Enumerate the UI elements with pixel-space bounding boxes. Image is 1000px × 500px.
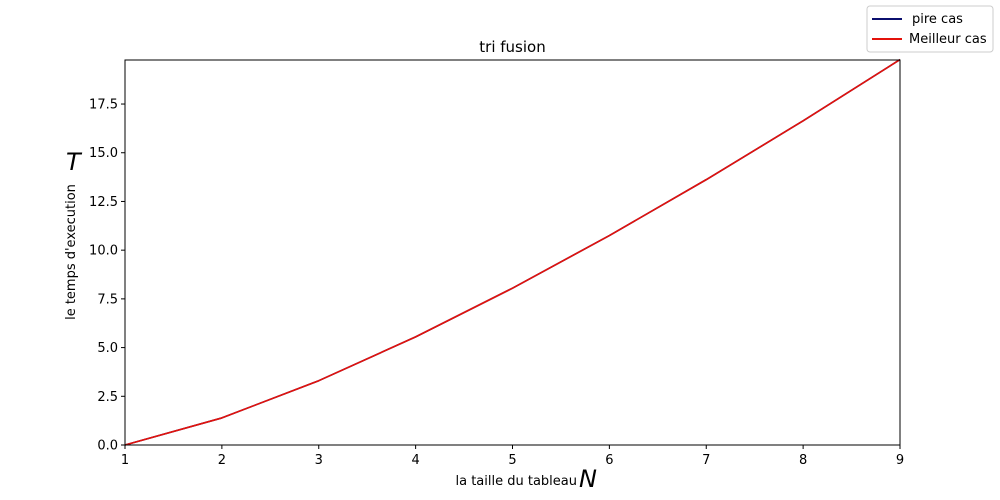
x-tick-label: 3 xyxy=(315,453,323,468)
legend-label-meilleur-cas: Meilleur cas xyxy=(909,32,987,47)
y-axis-ticks: 0.0 2.5 5.0 7.5 10.0 12.5 15.0 17.5 xyxy=(89,98,125,454)
y-tick-label: 15.0 xyxy=(89,146,118,161)
y-axis-label: le temps d'execution xyxy=(64,184,79,320)
series-layer xyxy=(124,58,901,446)
x-tick-label: 4 xyxy=(411,453,419,468)
chart-title: tri fusion xyxy=(479,38,545,56)
x-tick-label: 2 xyxy=(218,453,226,468)
y-axis-symbol: T xyxy=(66,148,83,176)
y-tick-label: 2.5 xyxy=(97,390,118,405)
y-tick-label: 0.0 xyxy=(97,439,118,454)
x-axis-ticks: 1 2 3 4 5 6 7 8 9 xyxy=(121,445,904,468)
x-tick-label: 1 xyxy=(121,453,129,468)
x-tick-label: 9 xyxy=(896,453,904,468)
series-line-meilleur-cas xyxy=(124,58,901,446)
legend-frame xyxy=(866,5,994,53)
x-tick-label: 5 xyxy=(508,453,516,468)
x-tick-label: 8 xyxy=(799,453,807,468)
legend-label-pire-cas: pire cas xyxy=(912,12,963,27)
y-tick-label: 12.5 xyxy=(89,195,118,210)
plot-area xyxy=(125,60,900,445)
x-axis-label: la taille du tableau xyxy=(456,474,578,489)
x-tick-label: 7 xyxy=(702,453,710,468)
y-tick-label: 17.5 xyxy=(89,98,118,113)
y-tick-label: 5.0 xyxy=(97,341,118,356)
x-tick-label: 6 xyxy=(605,453,613,468)
y-tick-label: 10.0 xyxy=(89,244,118,259)
y-tick-label: 7.5 xyxy=(97,292,118,307)
x-axis-symbol: N xyxy=(579,465,597,493)
legend: pire cas Meilleur cas xyxy=(866,5,994,53)
